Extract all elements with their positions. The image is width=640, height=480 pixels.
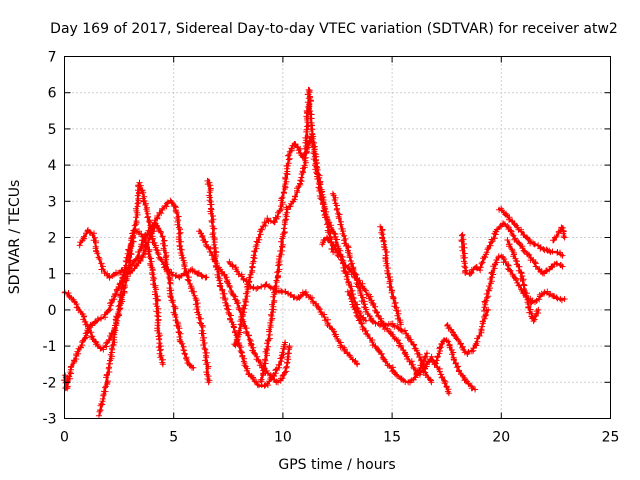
plus-markers	[96, 227, 166, 419]
series-track-6	[204, 177, 289, 389]
y-tick-label: 0	[48, 303, 57, 319]
plus-markers	[76, 220, 197, 371]
series-track-16	[458, 220, 566, 277]
series-track-19	[504, 237, 542, 325]
x-ticks: 0 5 10 15 20 25	[60, 56, 620, 446]
series-track-8	[231, 133, 337, 349]
x-tick-label: 25	[602, 430, 620, 446]
plus-markers	[319, 234, 452, 397]
y-tick-label: -2	[43, 375, 57, 391]
plus-markers	[444, 306, 492, 357]
plus-markers	[496, 205, 566, 259]
series-track-18	[496, 205, 566, 259]
series-track-4	[96, 227, 166, 419]
y-tick-label: 2	[48, 231, 57, 247]
plus-markers	[329, 190, 435, 386]
plus-markers	[377, 223, 404, 328]
y-tick-label: 4	[48, 158, 57, 174]
data-series	[61, 86, 568, 419]
plus-markers	[226, 258, 361, 368]
series-track-11	[329, 190, 435, 386]
x-tick-label: 0	[60, 430, 69, 446]
y-tick-label: 1	[48, 267, 57, 283]
y-tick-label: 6	[48, 86, 57, 102]
grid	[64, 56, 611, 419]
plus-markers	[257, 86, 369, 385]
chart-title: Day 169 of 2017, Sidereal Day-to-day VTE…	[50, 21, 618, 37]
series-track-20	[550, 224, 568, 244]
plus-markers	[431, 337, 479, 393]
y-tick-label: 7	[48, 50, 57, 66]
plus-markers	[204, 177, 289, 389]
series-track-12	[344, 288, 430, 386]
plus-markers	[61, 197, 213, 392]
plus-markers	[504, 237, 542, 325]
x-tick-label: 15	[383, 430, 401, 446]
plus-markers	[550, 224, 568, 244]
y-tick-label: -1	[43, 339, 57, 355]
series-track-3	[76, 220, 197, 371]
plus-markers	[458, 220, 566, 277]
series-track-15	[444, 306, 492, 357]
x-tick-label: 20	[492, 430, 510, 446]
series-track-14	[431, 337, 479, 393]
series-track-1	[61, 197, 213, 392]
y-tick-label: 5	[48, 122, 57, 138]
y-axis-label: SDTVAR / TECUs	[7, 180, 23, 295]
x-axis-label: GPS time / hours	[278, 457, 395, 473]
y-ticks: -3 -2 -1 0 1 2 3 4 5 6 7	[43, 50, 611, 428]
plus-markers	[344, 288, 430, 386]
y-tick-label: 3	[48, 194, 57, 210]
x-tick-label: 10	[274, 430, 292, 446]
y-tick-label: -3	[43, 412, 57, 428]
x-tick-label: 5	[169, 430, 178, 446]
plus-markers	[231, 133, 337, 349]
series-track-13	[377, 223, 404, 328]
series-line	[260, 87, 367, 384]
series-track-9	[257, 86, 369, 385]
series-track-7	[226, 258, 361, 368]
